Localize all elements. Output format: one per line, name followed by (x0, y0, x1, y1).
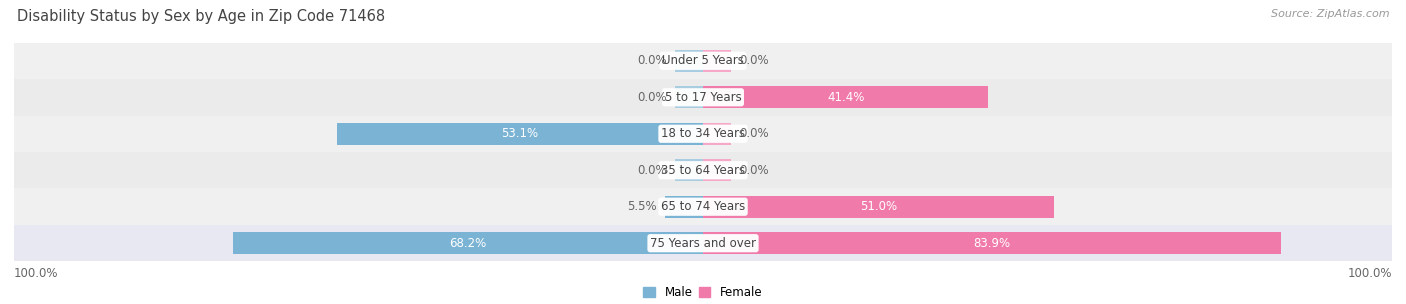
Bar (675, 50, 703, 72)
Bar (703, 50, 731, 72)
Text: Under 5 Years: Under 5 Years (662, 54, 744, 67)
Text: 100.0%: 100.0% (1347, 267, 1392, 280)
Text: 0.0%: 0.0% (637, 164, 668, 177)
Text: 65 to 74 Years: 65 to 74 Years (661, 200, 745, 213)
Text: 83.9%: 83.9% (973, 237, 1011, 250)
Text: 51.0%: 51.0% (860, 200, 897, 213)
Bar (665, 196, 703, 218)
Text: 5.5%: 5.5% (627, 200, 657, 213)
Bar (14, 188, 1392, 225)
Bar (703, 123, 731, 145)
Text: 0.0%: 0.0% (738, 164, 769, 177)
Bar (14, 79, 1392, 116)
Bar (14, 152, 1392, 188)
Bar (233, 232, 703, 254)
Text: 75 Years and over: 75 Years and over (650, 237, 756, 250)
Legend: Male, Female: Male, Female (644, 286, 762, 299)
Text: 18 to 34 Years: 18 to 34 Years (661, 127, 745, 140)
Bar (675, 159, 703, 181)
Bar (703, 159, 731, 181)
Bar (14, 225, 1392, 261)
Bar (703, 86, 988, 108)
Text: 0.0%: 0.0% (637, 91, 668, 104)
Text: 35 to 64 Years: 35 to 64 Years (661, 164, 745, 177)
Bar (675, 86, 703, 108)
Bar (703, 196, 1054, 218)
Text: 5 to 17 Years: 5 to 17 Years (665, 91, 741, 104)
Text: 68.2%: 68.2% (450, 237, 486, 250)
Text: 0.0%: 0.0% (738, 54, 769, 67)
Bar (337, 123, 703, 145)
Text: 0.0%: 0.0% (738, 127, 769, 140)
Text: Source: ZipAtlas.com: Source: ZipAtlas.com (1271, 9, 1389, 19)
Text: Disability Status by Sex by Age in Zip Code 71468: Disability Status by Sex by Age in Zip C… (17, 9, 385, 24)
Bar (14, 43, 1392, 79)
Text: 100.0%: 100.0% (14, 267, 59, 280)
Text: 0.0%: 0.0% (637, 54, 668, 67)
Bar (703, 232, 1281, 254)
Text: 53.1%: 53.1% (502, 127, 538, 140)
Text: 41.4%: 41.4% (827, 91, 865, 104)
Bar (14, 116, 1392, 152)
